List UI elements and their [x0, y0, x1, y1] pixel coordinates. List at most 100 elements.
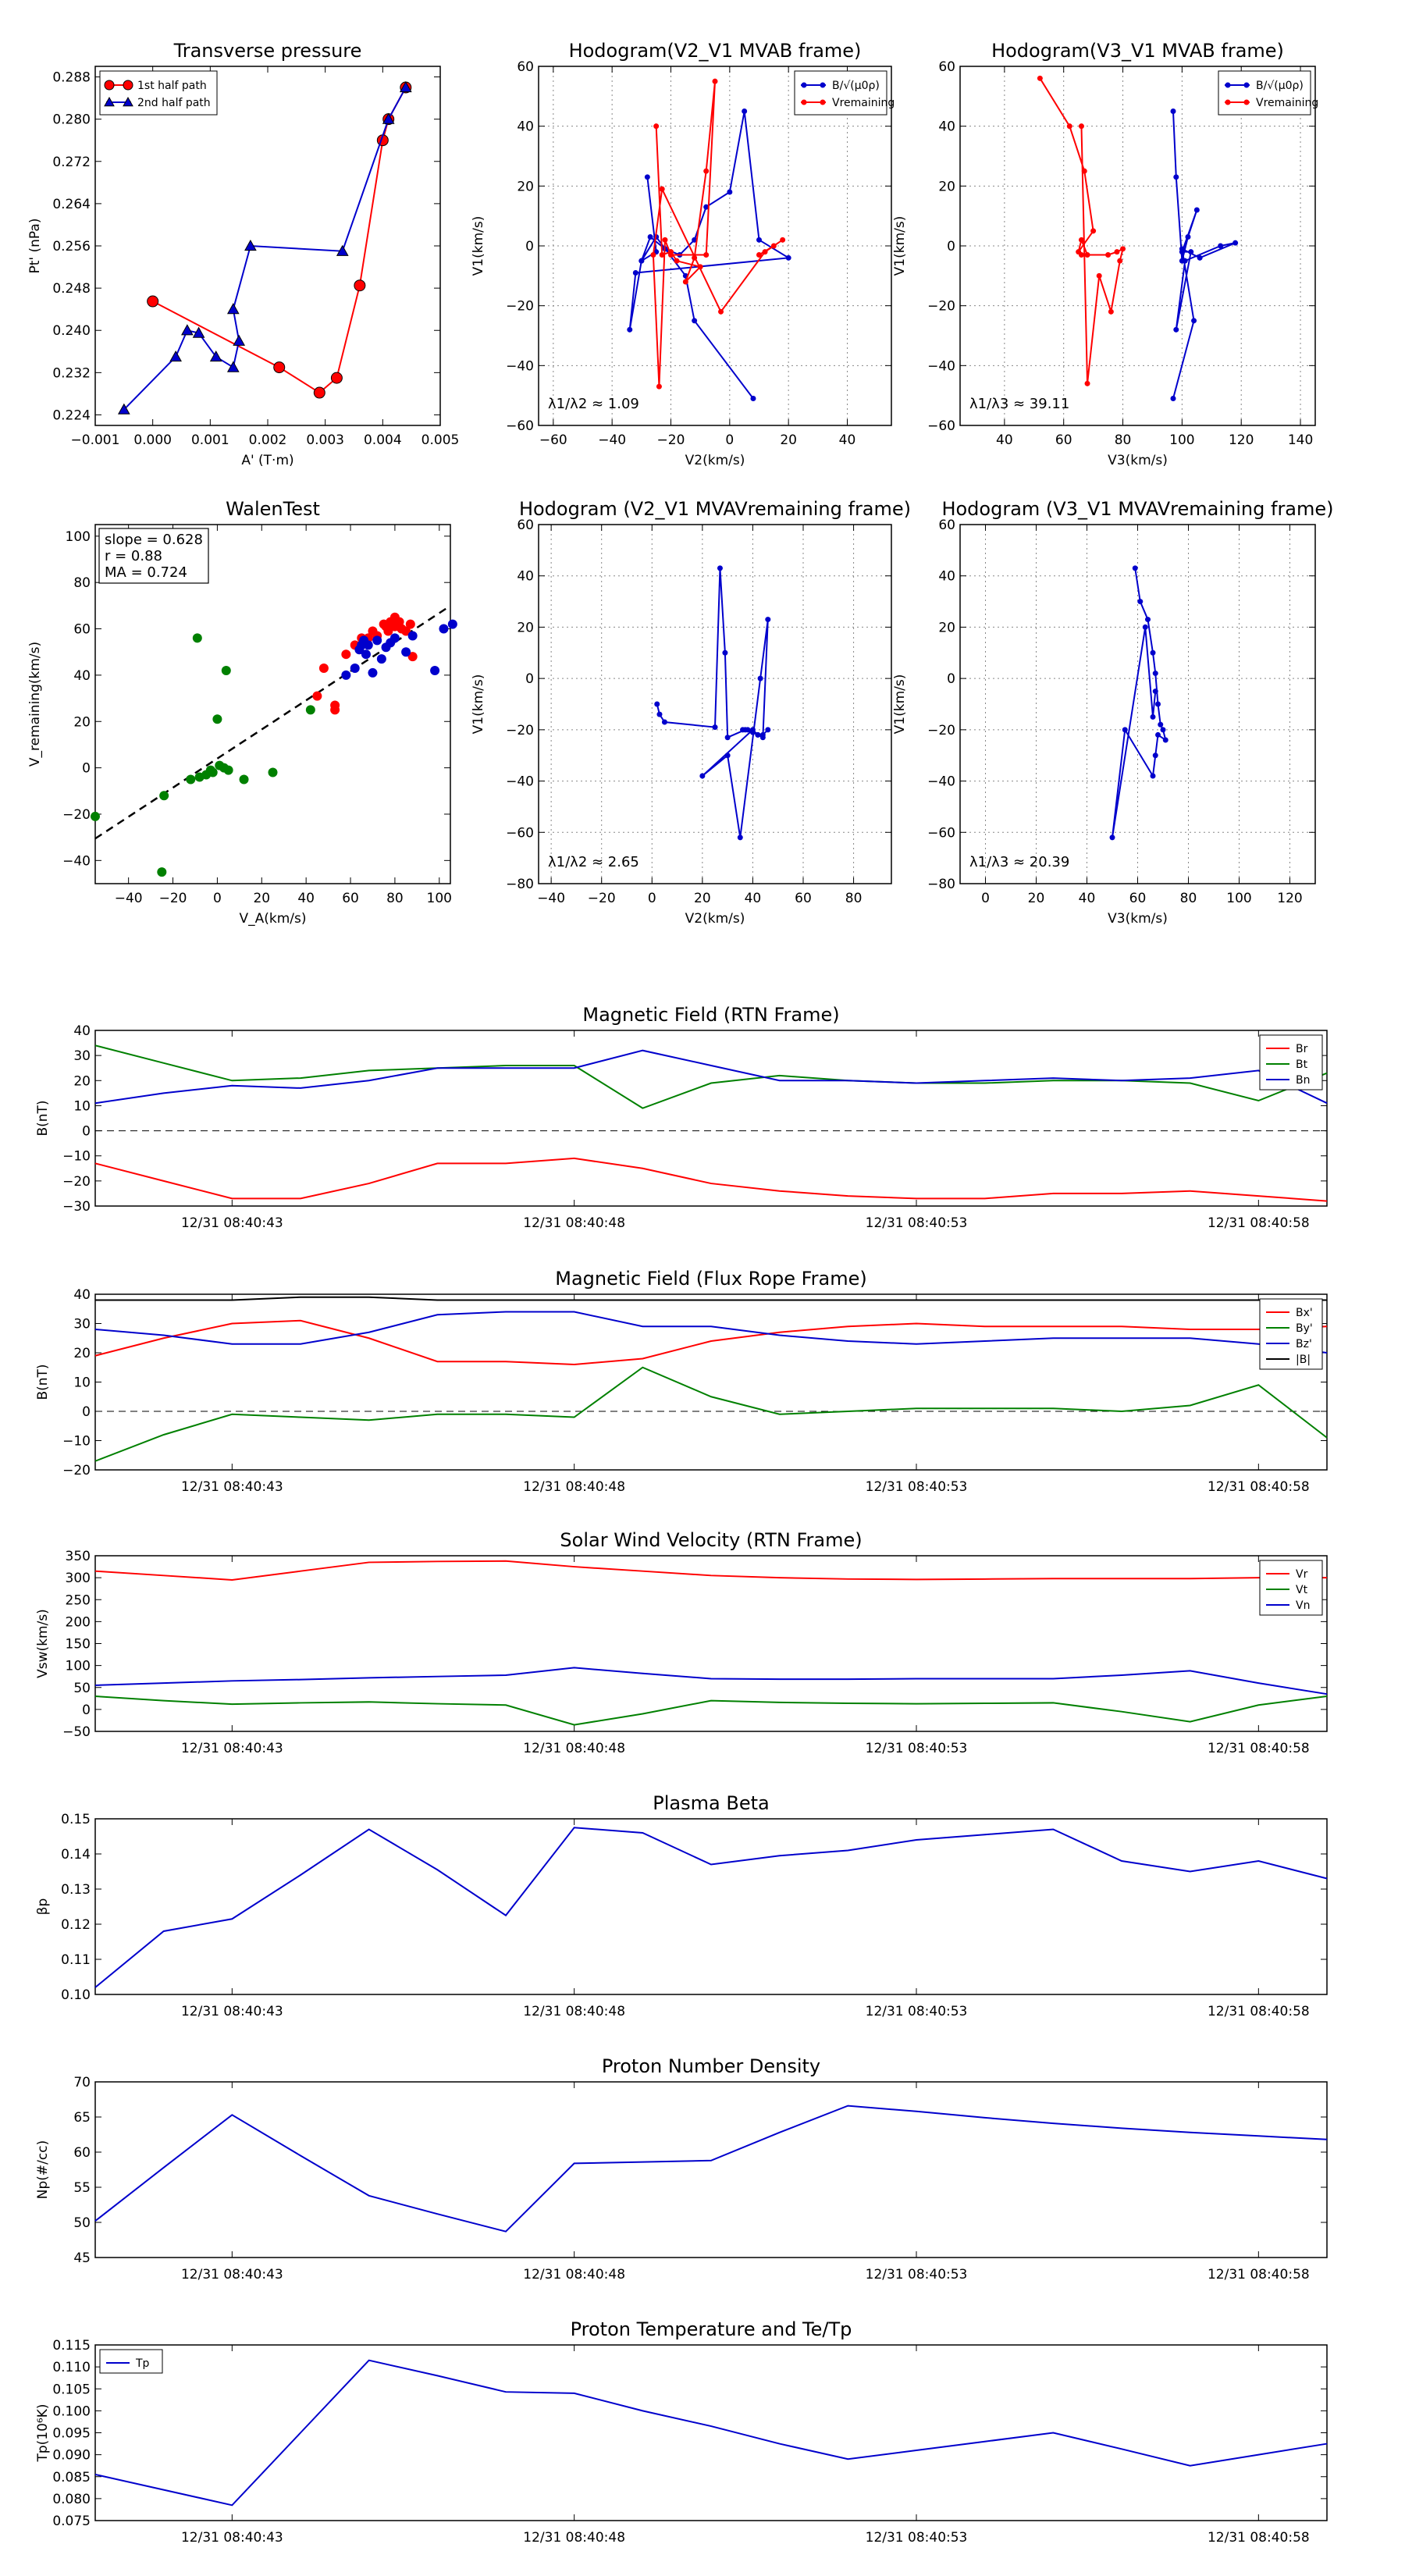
data-point: [1232, 240, 1239, 246]
legend: B/√(μ0ρ) Vremaining: [794, 70, 895, 116]
x-tick-label: 0.005: [422, 432, 460, 448]
x-tick-label: 20: [694, 891, 711, 906]
legend: B/√(μ0ρ) Vremaining: [1218, 70, 1318, 116]
x-tick-label: 80: [1115, 432, 1132, 448]
panel-tp: Proton Temperature and Te/Tp Tp(10⁶K) 12/3…: [35, 2318, 1328, 2546]
data-point: [401, 647, 411, 657]
data-point: [350, 664, 360, 673]
y-tick-label: 40: [73, 1287, 91, 1303]
y-tick-label: 0.280: [52, 112, 91, 128]
data-point: [1105, 252, 1112, 258]
data-point: [1078, 237, 1084, 243]
x-tick-label: −20: [159, 891, 187, 906]
data-point: [656, 383, 662, 390]
legend-label: 1st half path: [137, 80, 207, 92]
legend-label: B/√(μ0ρ): [832, 80, 880, 92]
x-tick-label: 20: [1028, 891, 1045, 906]
x-tick-label: 0.000: [133, 432, 172, 448]
data-point: [186, 774, 196, 785]
x-tick-label: 140: [1288, 432, 1313, 448]
chart-title: WalenTest: [226, 498, 320, 520]
data-point: [1197, 254, 1203, 261]
series-Br: [94, 1157, 1328, 1202]
data-point: [1109, 834, 1115, 841]
data-point: [399, 81, 412, 93]
x-tick-label: 12/31 08:40:58: [1208, 1479, 1310, 1495]
y-tick-label: −20: [62, 1463, 91, 1478]
y-tick-label: 0.15: [61, 1812, 91, 1827]
y-tick-label: −40: [506, 774, 534, 790]
stats-line: MA = 0.724: [105, 564, 187, 581]
data-point: [1191, 318, 1197, 324]
y-tick-label: 0: [947, 239, 955, 254]
series-Bx-: [94, 1319, 1328, 1366]
data-point: [341, 649, 351, 660]
series-By-: [94, 1366, 1328, 1462]
data-point: [1182, 258, 1188, 264]
y-tick-label: −40: [506, 358, 534, 374]
data-point: [1084, 252, 1090, 258]
x-tick-label: 0: [213, 891, 222, 906]
data-point: [1114, 249, 1120, 255]
x-tick-label: 12/31 08:40:48: [523, 1479, 625, 1495]
y-tick-label: −20: [927, 723, 955, 738]
x-tick-label: 12/31 08:40:53: [866, 1741, 968, 1756]
y-tick-label: 0.256: [52, 239, 91, 254]
series-Np: [94, 2105, 1328, 2233]
y-axis-label: V1(km/s): [471, 674, 486, 735]
y-tick-label: 55: [73, 2180, 91, 2196]
x-tick-label: 12/31 08:40:48: [523, 1741, 625, 1756]
data-point: [382, 112, 395, 124]
x-axis-label: V3(km/s): [1108, 911, 1168, 927]
x-tick-label: 12/31 08:40:53: [866, 2267, 968, 2282]
data-point: [372, 635, 382, 646]
x-axis-label: A' (T·m): [241, 453, 293, 468]
y-tick-label: 10: [73, 1098, 91, 1114]
data-point: [239, 774, 249, 785]
y-tick-label: 0: [82, 1124, 91, 1140]
y-tick-label: 30: [73, 1048, 91, 1064]
x-tick-label: 0.001: [191, 432, 229, 448]
data-point: [91, 811, 100, 821]
series-green: [91, 633, 315, 877]
data-point: [1132, 565, 1138, 571]
data-point: [363, 640, 373, 650]
data-point: [1179, 246, 1185, 252]
y-tick-label: −10: [62, 1149, 91, 1165]
data-point: [762, 249, 768, 255]
y-tick-label: 0.085: [52, 2470, 91, 2485]
y-tick-label: −30: [62, 1199, 91, 1215]
y-tick-label: −40: [927, 774, 955, 790]
data-point: [1150, 649, 1156, 656]
legend-box: [1218, 70, 1311, 116]
data-point: [221, 665, 231, 675]
data-point: [439, 624, 449, 634]
legend-label: By': [1296, 1322, 1313, 1335]
data-point: [1170, 396, 1176, 401]
y-tick-label: 40: [938, 119, 955, 135]
x-tick-label: −40: [598, 432, 626, 448]
data-point: [668, 252, 674, 258]
y-tick-label: −20: [506, 299, 534, 315]
y-tick-label: 60: [517, 518, 534, 533]
x-tick-label: 40: [996, 432, 1013, 448]
data-point: [181, 324, 194, 336]
data-point: [1188, 249, 1194, 255]
data-point: [1108, 308, 1114, 315]
data-point: [430, 665, 440, 675]
data-point: [1173, 326, 1179, 333]
ratio-annotation: λ1/λ2 ≈ 1.09: [548, 396, 639, 412]
data-point: [647, 234, 653, 240]
y-axis-label: B(nT): [35, 1364, 51, 1400]
y-tick-label: 20: [938, 620, 955, 635]
x-tick-label: 60: [795, 891, 812, 906]
legend-marker: [1243, 99, 1250, 105]
data-point: [644, 174, 650, 180]
panel-title: Proton Temperature and Te/Tp: [571, 2318, 852, 2340]
data-point: [765, 617, 771, 623]
chart-title: Hodogram(V2_V1 MVAB frame): [569, 40, 862, 62]
y-tick-label: 200: [66, 1614, 91, 1630]
data-point: [1173, 174, 1179, 180]
series-Vn: [94, 1667, 1328, 1695]
y-tick-label: 10: [73, 1375, 91, 1391]
